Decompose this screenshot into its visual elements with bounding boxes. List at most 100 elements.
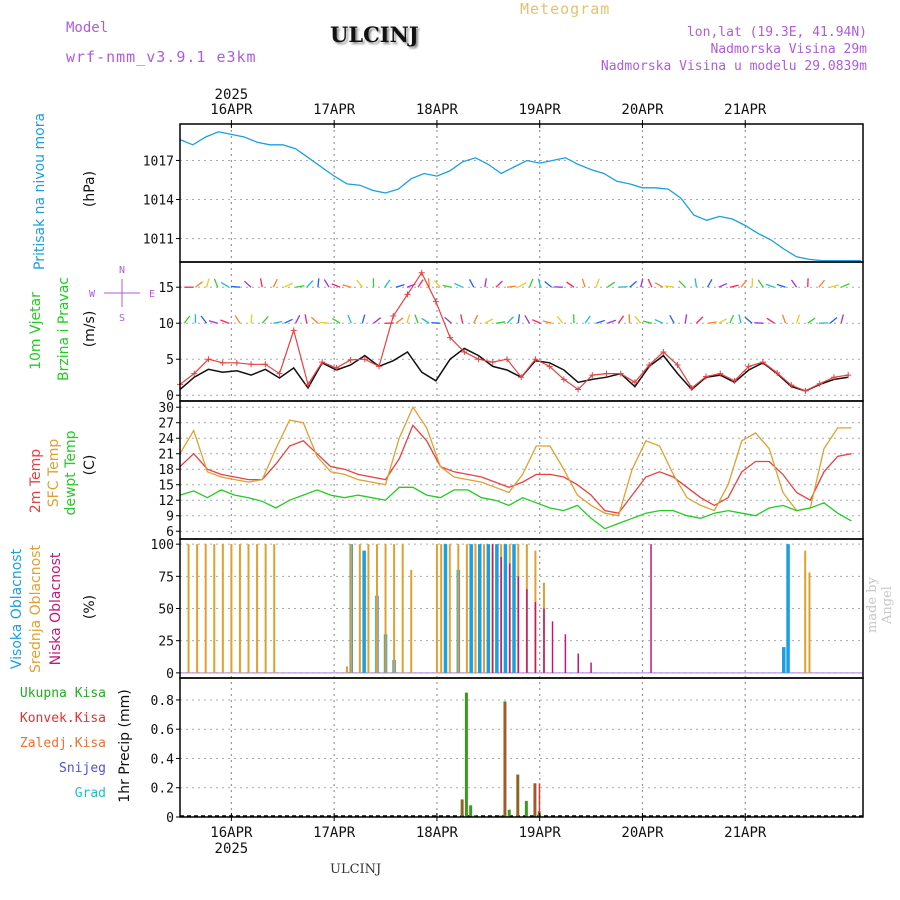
- gust-marker: [774, 369, 781, 376]
- mid-cloud-bar: [213, 544, 216, 673]
- meteogram-label: Meteogram: [520, 0, 611, 18]
- wind-barb: [765, 283, 775, 288]
- y-tick-label: 30: [158, 401, 174, 416]
- gust-marker: [205, 356, 212, 363]
- y-tick-label: 75: [158, 570, 174, 585]
- wind-barb: [208, 320, 218, 324]
- year-label-top: 2025: [215, 87, 249, 103]
- gust-marker: [532, 356, 539, 363]
- high-cloud-bar: [477, 544, 482, 673]
- gust-marker: [503, 356, 510, 363]
- conv-rain-bar: [538, 783, 541, 817]
- x-tick-label-bottom: 18APR: [416, 825, 459, 841]
- wind-barb: [556, 315, 564, 324]
- wind-barb: [818, 279, 826, 288]
- y-tick-label: 6: [166, 525, 174, 540]
- wind-barb: [183, 315, 191, 324]
- wind-barb: [542, 320, 552, 324]
- mid-cloud-bar: [440, 544, 443, 673]
- wind-barb: [213, 278, 219, 288]
- wind-barb: [273, 320, 283, 324]
- gust-marker: [333, 364, 340, 371]
- y-tick-label: 21: [158, 448, 174, 463]
- low-cloud-bar: [590, 662, 592, 673]
- wind-barb: [506, 316, 514, 324]
- mid-cloud-bar: [804, 550, 807, 673]
- wind-barb: [495, 280, 503, 288]
- wind-barb: [634, 315, 642, 324]
- y-tick-label: 1011: [143, 233, 174, 248]
- wind-barb: [304, 314, 308, 324]
- gust-marker: [489, 359, 496, 366]
- low-cloud-bar: [526, 589, 528, 673]
- wind-barb: [642, 320, 653, 324]
- wind-barb: [306, 280, 314, 288]
- wind-barb: [706, 279, 713, 288]
- wind-barb: [766, 317, 775, 324]
- wind-barb: [205, 278, 210, 288]
- low-cloud-bar: [508, 563, 511, 673]
- low-cloud-bar: [534, 602, 537, 673]
- mid-cloud-bar: [483, 544, 486, 673]
- gust-marker: [233, 359, 240, 366]
- mid-cloud-bar: [474, 544, 477, 673]
- wind-barb: [200, 315, 208, 324]
- y-tick-label: 9: [166, 510, 174, 525]
- mid-cloud-bar: [808, 572, 811, 673]
- y-tick-label: 1014: [143, 194, 174, 209]
- gust-marker: [589, 372, 596, 379]
- x-tick-label-top: 19APR: [519, 102, 562, 118]
- wind-barb: [581, 278, 586, 288]
- total-rain-bar: [507, 809, 511, 817]
- gust-marker: [816, 380, 823, 387]
- gust-marker: [304, 381, 311, 388]
- y-tick-label: 0: [166, 667, 174, 682]
- y-tick-label: 100: [151, 538, 174, 553]
- mid-cloud-bar: [256, 544, 259, 673]
- legend-conv-rain: Konvek.Kisa: [19, 711, 106, 726]
- wind-barb: [495, 321, 506, 324]
- wind-gust-line: [179, 271, 849, 392]
- gust-marker: [560, 376, 567, 383]
- mid-cloud-bar: [375, 544, 378, 673]
- gust-marker: [830, 374, 837, 381]
- page-title: ULCINJ: [330, 22, 419, 47]
- wind-barb: [295, 285, 305, 288]
- wind-barb: [744, 316, 753, 324]
- wind-barb: [356, 279, 363, 288]
- model-label: Model: [66, 20, 109, 36]
- wind-barb: [442, 284, 452, 288]
- wind-barb: [332, 318, 341, 324]
- wind-barb: [331, 283, 341, 288]
- high-cloud-bar: [469, 544, 473, 673]
- compass-e: E: [149, 289, 155, 300]
- wind-barb: [468, 278, 475, 288]
- x-tick-label-bottom: 21APR: [724, 825, 767, 841]
- wind-barb: [566, 281, 575, 288]
- wind-barb: [607, 319, 617, 324]
- gust-marker: [475, 356, 482, 363]
- high-cloud-bar: [512, 544, 516, 673]
- wind-barb: [250, 314, 253, 324]
- wind-barb: [323, 279, 330, 288]
- total-rain-bar: [524, 800, 528, 817]
- high-cloud-bar: [486, 544, 491, 673]
- y-tick-label: 27: [158, 417, 174, 432]
- gust-marker: [717, 370, 724, 377]
- wind-barb: [840, 283, 850, 288]
- y-tick-label: 0.2: [151, 782, 174, 797]
- wind-barb: [678, 280, 686, 288]
- temp2m-line: [179, 424, 852, 514]
- wind-speed-line: [179, 347, 849, 392]
- wind-barb: [665, 285, 675, 288]
- gust-marker: [447, 334, 454, 341]
- wind-barb: [484, 278, 487, 288]
- wind-barb: [617, 315, 625, 324]
- high-cloud-bar: [362, 550, 366, 673]
- gust-marker: [418, 269, 425, 276]
- wind-barb: [757, 279, 764, 288]
- gust-marker: [845, 372, 852, 379]
- wind-barb: [484, 318, 494, 324]
- model-name: wrf-nmm_v3.9.1 e3km: [66, 48, 257, 66]
- wind-barb: [384, 279, 391, 288]
